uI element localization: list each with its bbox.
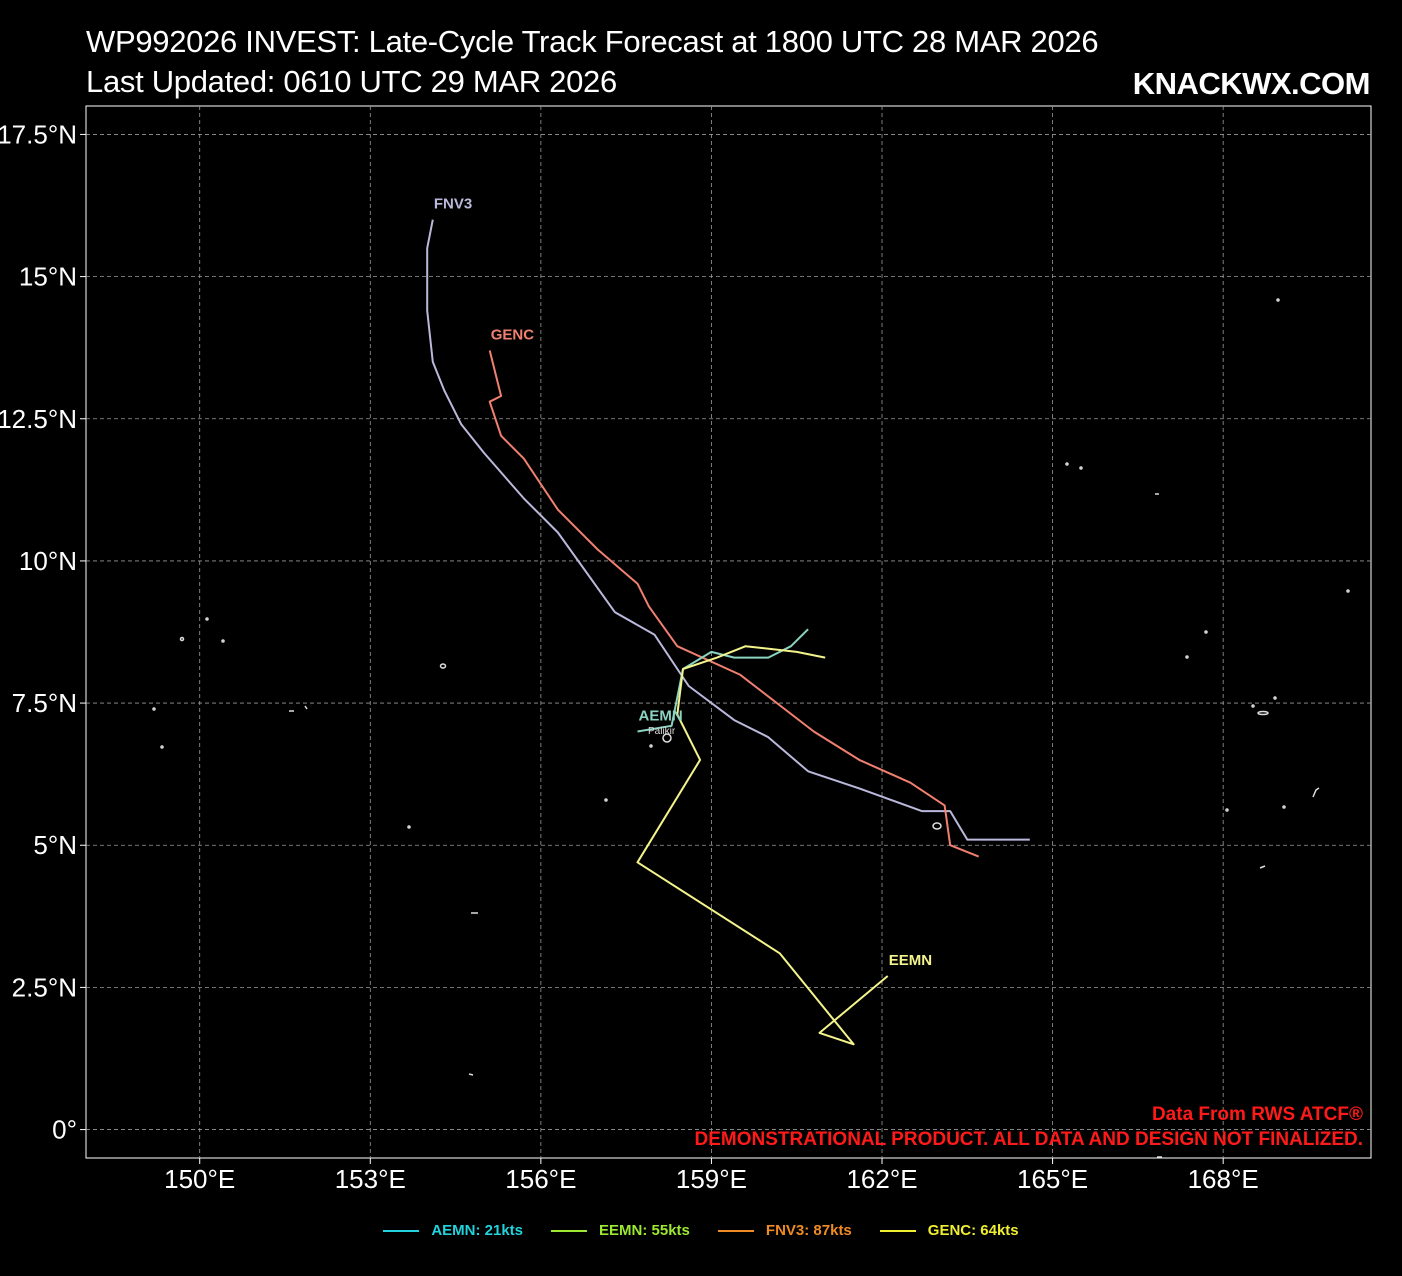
x-tick-label: 162°E bbox=[846, 1164, 917, 1194]
island-outlines bbox=[152, 298, 1350, 1158]
island-outline bbox=[160, 745, 164, 749]
legend-swatch bbox=[879, 1229, 916, 1232]
x-tick-label: 165°E bbox=[1017, 1164, 1088, 1194]
grid-lines bbox=[86, 106, 1371, 1158]
island-outline bbox=[1282, 805, 1286, 809]
island-outline bbox=[152, 707, 156, 711]
island-outline bbox=[304, 705, 308, 710]
track-line-eemn bbox=[636, 645, 889, 1046]
island-outline bbox=[1204, 630, 1208, 634]
legend: AEMN: 21kts EEMN: 55kts FNV3: 87kts GENC… bbox=[0, 1222, 1402, 1239]
y-tick-label: 15°N bbox=[19, 262, 77, 292]
legend-item-aemn: AEMN: 21kts bbox=[383, 1222, 523, 1239]
legend-label: GENC: 64kts bbox=[927, 1222, 1019, 1239]
disclaimer-note: DEMONSTRATIONAL PRODUCT. ALL DATA AND DE… bbox=[695, 1129, 1364, 1150]
island-outline bbox=[407, 825, 411, 829]
data-source-note: Data From RWS ATCF® bbox=[1152, 1104, 1363, 1125]
island-outline bbox=[932, 822, 942, 830]
y-tick-label: 7.5°N bbox=[12, 688, 77, 718]
y-tick-label: 2.5°N bbox=[12, 972, 77, 1002]
island-outline bbox=[604, 798, 608, 802]
island-outline bbox=[1257, 710, 1269, 716]
legend-item-genc: GENC: 64kts bbox=[879, 1222, 1019, 1239]
x-tick-label: 159°E bbox=[676, 1164, 747, 1194]
y-tick-label: 5°N bbox=[33, 830, 77, 860]
island-pohnpei bbox=[662, 733, 672, 743]
legend-swatch bbox=[383, 1229, 420, 1232]
chart-title: WP992026 INVEST: Late-Cycle Track Foreca… bbox=[86, 24, 1099, 59]
y-axis: 0° 2.5°N 5°N 7.5°N 10°N 12.5°N 15°N 17.5°N bbox=[0, 119, 86, 1145]
legend-label: FNV3: 87kts bbox=[765, 1222, 852, 1239]
x-tick-label: 156°E bbox=[505, 1164, 576, 1194]
island-outline bbox=[1273, 696, 1277, 700]
y-tick-label: 0° bbox=[52, 1115, 77, 1145]
y-tick-label: 12.5°N bbox=[0, 404, 77, 434]
island-outline bbox=[1185, 655, 1189, 659]
chart-subtitle: Last Updated: 0610 UTC 29 MAR 2026 bbox=[86, 64, 617, 99]
legend-label: EEMN: 55kts bbox=[599, 1222, 690, 1239]
island-outline bbox=[649, 744, 653, 748]
island-outline bbox=[1259, 865, 1266, 869]
forecast-tracks bbox=[426, 219, 1030, 1046]
track-label-genc: GENC bbox=[491, 327, 535, 344]
x-tick-label: 150°E bbox=[164, 1164, 235, 1194]
island-outline bbox=[1079, 466, 1083, 470]
island-outline bbox=[468, 1073, 474, 1076]
x-tick-label: 153°E bbox=[335, 1164, 406, 1194]
y-tick-label: 10°N bbox=[19, 546, 77, 576]
legend-label: AEMN: 21kts bbox=[431, 1222, 524, 1239]
legend-item-eemn: EEMN: 55kts bbox=[551, 1222, 690, 1239]
y-tick-label: 17.5°N bbox=[0, 119, 77, 149]
track-labels: FNV3 GENC AEMN EEMN bbox=[434, 196, 932, 969]
island-outline bbox=[221, 639, 225, 643]
track-label-aemn: AEMN bbox=[639, 708, 683, 725]
legend-swatch bbox=[551, 1229, 588, 1232]
legend-item-fnv3: FNV3: 87kts bbox=[717, 1222, 852, 1239]
plot-frame bbox=[85, 105, 1372, 1159]
island-outline bbox=[205, 617, 209, 621]
island-outline bbox=[1346, 589, 1350, 593]
brand-logo-text: KNACKWX.COM bbox=[1132, 66, 1371, 101]
x-axis: 150°E 153°E 156°E 159°E 162°E 165°E 168°E bbox=[164, 1158, 1259, 1194]
legend-swatch bbox=[717, 1229, 754, 1232]
island-outline bbox=[1225, 808, 1229, 812]
track-line-genc bbox=[488, 350, 980, 858]
island-outline bbox=[1251, 704, 1255, 708]
track-label-fnv3: FNV3 bbox=[434, 196, 472, 213]
island-outline bbox=[179, 636, 185, 642]
track-label-eemn: EEMN bbox=[889, 952, 932, 969]
place-label-palikir: Palikir bbox=[648, 726, 676, 737]
island-outline bbox=[1312, 787, 1320, 798]
track-line-fnv3 bbox=[426, 219, 1030, 841]
island-outline bbox=[1276, 298, 1280, 302]
island-outline bbox=[439, 663, 447, 669]
island-outline bbox=[1065, 462, 1069, 466]
x-tick-label: 168°E bbox=[1188, 1164, 1259, 1194]
